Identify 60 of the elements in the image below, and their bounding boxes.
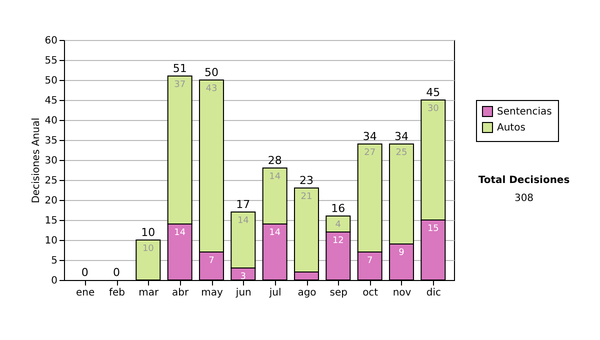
data-label: 14	[269, 172, 281, 182]
y-axis-title: Decisiones Anual	[30, 118, 42, 204]
y-tick-label: 20	[44, 196, 58, 206]
total-label: 23	[300, 174, 314, 187]
text: Total Decisiones	[478, 175, 570, 186]
x-tick-label: dic	[426, 288, 441, 298]
y-tick-label: 15	[44, 216, 58, 226]
data-label: 14	[174, 228, 186, 238]
total-label: 0	[81, 266, 88, 279]
data-label: 15	[427, 224, 439, 234]
y-tick-label: 40	[44, 116, 58, 126]
text: 308	[514, 193, 534, 204]
data-label: 27	[364, 148, 376, 158]
x-tick-label: sep	[330, 288, 348, 298]
data-label: 21	[300, 192, 312, 202]
x-tick-label: ene	[76, 288, 95, 298]
x-tick-label: abr	[172, 288, 190, 298]
total-label: 0	[113, 266, 120, 279]
x-tick-label: ago	[298, 288, 316, 298]
y-tick-label: 60	[44, 36, 58, 46]
total-label: 16	[331, 202, 346, 215]
y-tick-label: 10	[44, 236, 58, 246]
total-label: 17	[236, 198, 250, 211]
x-tick-label: nov	[392, 288, 412, 298]
y-tick-label: 0	[51, 276, 58, 286]
total-label: 51	[172, 62, 187, 75]
data-label: 7	[366, 256, 373, 266]
data-label: 25	[396, 148, 408, 158]
x-tick-label: mar	[138, 288, 160, 298]
data-label: 10	[142, 244, 154, 254]
data-label: 12	[332, 236, 344, 246]
data-label: 14	[237, 216, 250, 226]
y-tick-label: 55	[44, 56, 58, 66]
legend-label: Sentencias	[497, 106, 552, 118]
y-tick-label: 50	[44, 76, 58, 86]
data-label: 3	[240, 272, 246, 282]
x-tick-label: oct	[362, 288, 378, 298]
total-label: 50	[204, 66, 218, 79]
total-label: 34	[362, 130, 377, 143]
data-label: 4	[335, 220, 342, 230]
data-label: 9	[398, 248, 405, 258]
y-tick-label: 5	[51, 256, 58, 266]
y-tick-label: 45	[44, 96, 58, 106]
data-label: 14	[269, 228, 281, 238]
data-label: 7	[208, 256, 214, 266]
total-label: 28	[268, 154, 282, 167]
total-label: 10	[141, 226, 156, 239]
data-label: 37	[174, 80, 186, 90]
x-tick-label: jul	[268, 288, 282, 298]
total-label: 45	[426, 86, 440, 99]
y-tick-label: 30	[44, 156, 58, 166]
x-tick-label: feb	[108, 288, 126, 298]
data-label: 30	[427, 104, 440, 114]
legend-label: Autos	[497, 122, 526, 134]
y-tick-label: 35	[44, 136, 58, 146]
y-tick-label: 25	[44, 176, 58, 186]
data-label: 43	[206, 84, 218, 94]
x-tick-label: may	[201, 288, 223, 298]
x-tick-label: jun	[234, 288, 252, 298]
total-label: 34	[394, 130, 408, 143]
